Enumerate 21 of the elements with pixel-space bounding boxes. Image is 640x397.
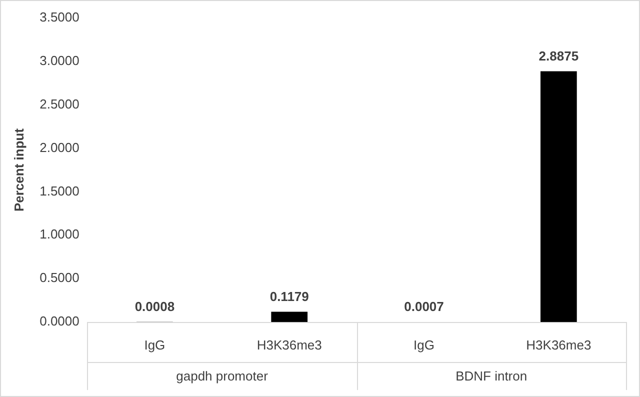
data-label: 2.8875 [538, 48, 579, 64]
x-tick-label: H3K36me3 [256, 338, 322, 353]
y-tick-label: 1.0000 [40, 226, 80, 242]
y-tick-label: 1.5000 [40, 183, 80, 198]
y-tick-label: 3.5000 [40, 10, 80, 25]
data-label: 0.0008 [134, 299, 175, 314]
bar [271, 312, 308, 322]
text: BDNF intron [456, 368, 528, 384]
y-tick-label: 0.5000 [40, 270, 80, 286]
data-label: 0.1179 [270, 288, 309, 304]
y-tick-label: 3.0000 [40, 53, 80, 68]
x-tick-label: IgG [144, 338, 166, 353]
x-tick-label: H3K36me3 [526, 338, 592, 353]
y-axis-title: Percent input [11, 128, 26, 212]
y-tick-label: 0.0000 [40, 314, 80, 329]
y-tick-label: 2.5000 [40, 96, 80, 112]
text: gapdh promoter [176, 368, 269, 384]
y-tick-label: 2.0000 [40, 140, 80, 155]
bar [540, 71, 577, 322]
x-tick-label: IgG [414, 338, 434, 353]
data-label: 0.0007 [404, 299, 444, 314]
